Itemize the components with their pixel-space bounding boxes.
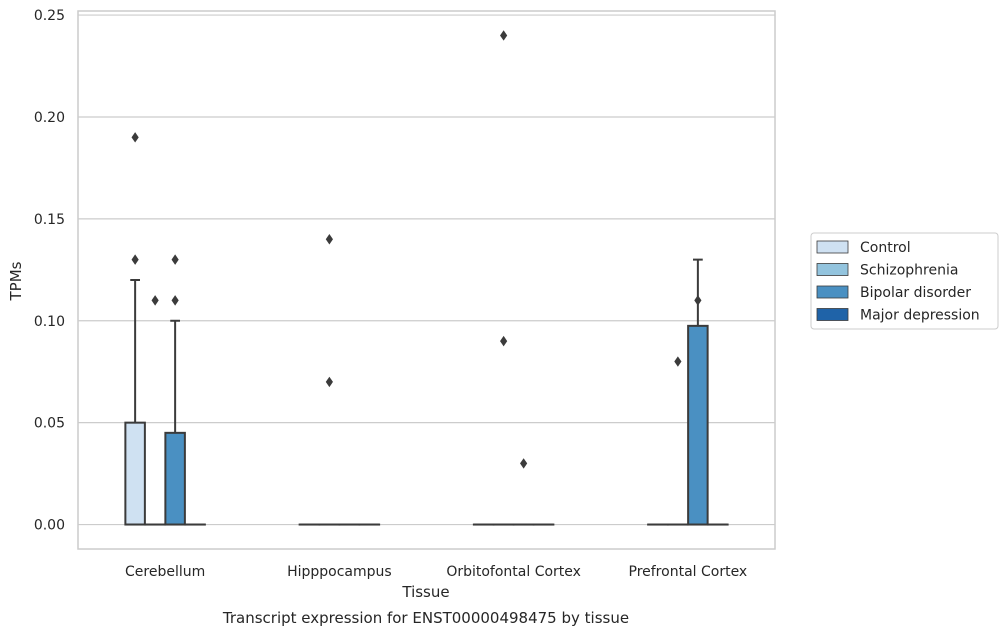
outlier-points	[131, 30, 702, 469]
x-axis-label: Tissue	[401, 583, 449, 601]
x-tick-label: Orbitofontal Cortex	[446, 564, 581, 580]
outlier-point	[171, 295, 179, 306]
outlier-point	[500, 335, 508, 347]
legend-swatch	[816, 240, 849, 254]
outlier-point	[171, 254, 179, 265]
legend-label: Bipolar disorder	[860, 285, 971, 301]
legend: Control Schizophrenia Bipolar disorder Majo…	[810, 232, 999, 330]
legend-label: Schizophrenia	[860, 263, 958, 279]
legend-swatch	[816, 308, 849, 321]
chart-caption: Transcript expression for ENST0000049847…	[222, 609, 629, 627]
outlier-point	[131, 132, 139, 143]
y-tick-label: 0.25	[34, 8, 65, 24]
y-tick-labels: 0.00 0.05 0.10 0.15 0.20 0.25	[34, 8, 65, 533]
box-body	[124, 421, 146, 526]
legend-swatch	[816, 285, 849, 299]
box-body	[164, 431, 186, 526]
legend-label: Major depression	[860, 308, 980, 324]
plot-frame	[77, 10, 776, 550]
outlier-point	[131, 254, 139, 265]
box-plot	[164, 319, 186, 526]
x-tick-labels: Cerebellum Hipppocampus Orbitofontal Corte…	[125, 564, 747, 580]
y-tick-label: 0.05	[34, 416, 65, 432]
y-tick-label: 0.15	[34, 212, 65, 228]
outlier-point	[151, 295, 159, 306]
y-axis-label: TPMs	[7, 261, 25, 301]
legend-swatch	[816, 263, 849, 276]
y-tick-label: 0.00	[34, 518, 65, 534]
outlier-point	[325, 376, 333, 388]
outlier-point	[674, 356, 682, 367]
outlier-point	[694, 295, 702, 306]
x-tick-label: Cerebellum	[125, 564, 205, 580]
box-plot	[687, 258, 709, 526]
x-tick-label: Prefrontal Cortex	[629, 564, 748, 580]
box-body	[687, 324, 709, 526]
box-groups	[124, 258, 729, 526]
legend-frame	[810, 232, 999, 330]
legend-label: Control	[860, 240, 911, 256]
box-plot	[124, 279, 146, 526]
outlier-point	[500, 30, 508, 41]
outlier-point	[325, 234, 333, 245]
y-tick-label: 0.10	[34, 314, 65, 330]
outlier-point	[520, 458, 528, 469]
y-tick-label: 0.20	[34, 110, 65, 126]
x-tick-label: Hipppocampus	[287, 564, 392, 580]
